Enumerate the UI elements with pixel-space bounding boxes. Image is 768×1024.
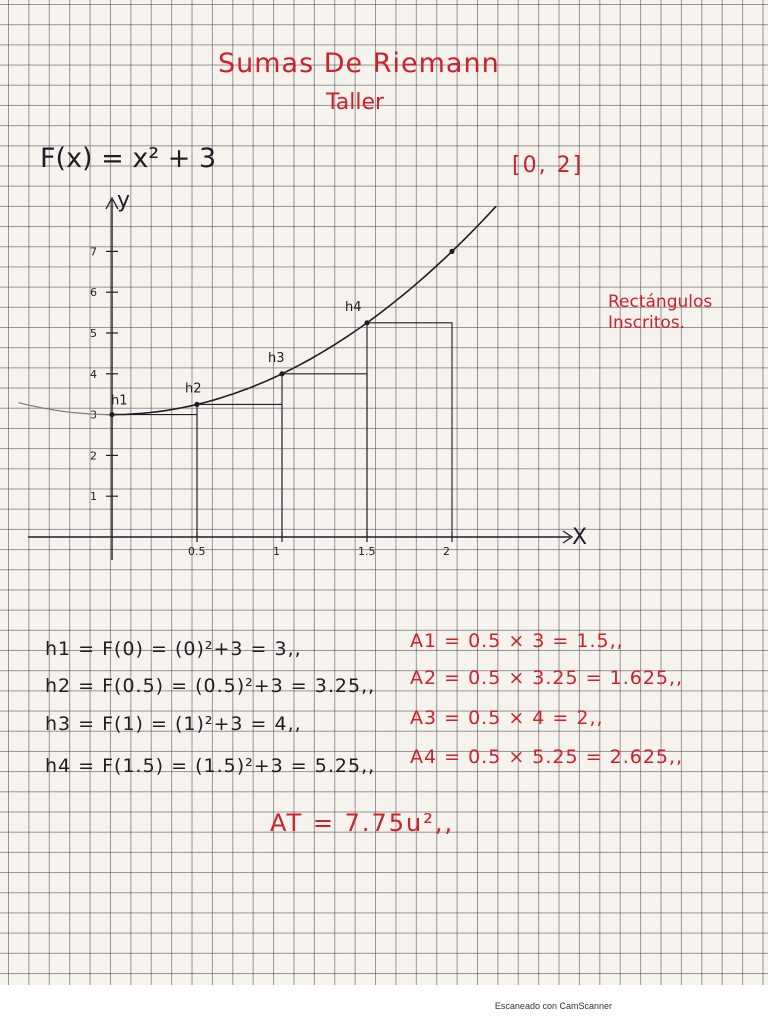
sample-points <box>109 248 455 418</box>
riemann-rectangle <box>366 322 453 537</box>
y-tick-label: 1 <box>90 490 97 503</box>
inscribed-rectangles <box>111 322 453 537</box>
interval-label: [0, 2] <box>512 153 584 178</box>
area-row-1: A1 = 0.5 × 3 = 1.5,, <box>410 630 624 652</box>
x-axis-arrow-icon <box>562 530 574 544</box>
y-tick-label: 4 <box>90 368 97 381</box>
y-axis-arrow-icon <box>105 196 119 210</box>
function-curve <box>111 205 497 416</box>
riemann-graph: X y -1 0.5 1 1.5 2 1 2 3 4 5 6 7 h1 h2 h… <box>18 188 587 560</box>
y-tick-label: 7 <box>90 245 97 258</box>
rectangles-note: Rectángulos Inscritos. <box>608 292 713 333</box>
footer-credit: Escaneado con CamScanner <box>494 1001 612 1011</box>
y-axis-label: y <box>117 188 130 213</box>
point-label-h3: h3 <box>268 351 285 366</box>
height-row-4: h4 = F(1.5) = (1.5)²+3 = 5.25,, <box>45 755 376 777</box>
point-label-h1: h1 <box>111 394 128 409</box>
height-row-3: h3 = F(1) = (1)²+3 = 4,, <box>45 713 302 735</box>
page-subtitle: Taller <box>326 90 385 115</box>
x-tick-label: 2 <box>443 545 450 558</box>
y-tick-label: 5 <box>90 327 97 340</box>
area-row-4: A4 = 0.5 × 5.25 = 2.625,, <box>410 746 684 768</box>
y-tick-label: 2 <box>90 449 97 462</box>
x-tick-label: 1 <box>273 545 280 558</box>
function-definition: F(x) = x² + 3 <box>40 143 217 174</box>
sample-point <box>194 401 200 407</box>
height-row-1: h1 = F(0) = (0)²+3 = 3,, <box>45 638 302 660</box>
sample-point <box>279 371 285 377</box>
height-row-2: h2 = F(0.5) = (0.5)²+3 = 3.25,, <box>45 675 376 697</box>
area-row-3: A3 = 0.5 × 4 = 2,, <box>410 707 604 729</box>
function-curve-extension <box>18 402 112 416</box>
area-row-2: A2 = 0.5 × 3.25 = 1.625,, <box>410 667 684 689</box>
riemann-rectangle <box>111 414 198 537</box>
scan-footer: Escaneado con CamScanner <box>0 985 768 1024</box>
riemann-rectangle <box>281 373 368 537</box>
notebook-page: Sumas De Riemann Taller F(x) = x² + 3 [0… <box>0 0 768 985</box>
x-tick-label: 0.5 <box>188 545 206 558</box>
page-title: Sumas De Riemann <box>218 48 500 79</box>
y-tick-label: 6 <box>90 286 97 299</box>
y-tick-label: 3 <box>90 409 97 422</box>
point-label-h4: h4 <box>345 300 362 315</box>
sample-point <box>449 248 455 254</box>
sample-point <box>109 412 115 418</box>
x-axis-label: X <box>572 525 587 550</box>
x-tick-label: 1.5 <box>358 545 376 558</box>
riemann-rectangle <box>196 403 283 537</box>
sample-point <box>364 320 370 326</box>
point-label-h2: h2 <box>185 381 202 396</box>
total-area: AT = 7.75u²,, <box>270 809 455 837</box>
